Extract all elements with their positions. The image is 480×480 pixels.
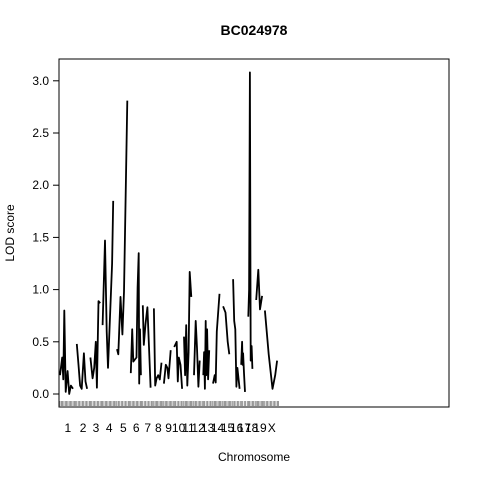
- chromosome-label: 2: [80, 421, 87, 435]
- chromosome-label: 17: [238, 421, 252, 435]
- chart-title: BC024978: [221, 22, 288, 38]
- y-tick-label: 1.0: [32, 283, 49, 297]
- lod-segment: [173, 340, 183, 389]
- lod-segment: [202, 319, 211, 390]
- chromosome-label: 3: [93, 421, 100, 435]
- plot-frame: [58, 58, 450, 408]
- lod-segment: [153, 308, 163, 387]
- chromosome-label: 13: [201, 421, 215, 435]
- chromosome-label: 11: [182, 421, 195, 435]
- lod-segment: [183, 270, 193, 387]
- y-tick-label: 3.0: [32, 74, 49, 88]
- y-tick-label: 0.5: [32, 335, 49, 349]
- chromosome-label: 5: [120, 421, 127, 435]
- lod-segment: [59, 309, 74, 395]
- chromosome-label: 4: [106, 421, 113, 435]
- lod-segment: [232, 279, 241, 389]
- lod-segment: [255, 268, 263, 311]
- chromosome-label: 9: [165, 421, 172, 435]
- lod-segment: [141, 305, 152, 388]
- lod-segment: [240, 340, 246, 392]
- chromosome-label: 19: [253, 421, 267, 435]
- chromosome-label: X: [268, 421, 276, 435]
- chromosome-label: 12: [191, 421, 205, 435]
- lod-segment: [89, 300, 101, 389]
- chromosome-label: 1: [65, 421, 72, 435]
- y-axis-label: LOD score: [3, 204, 17, 262]
- lod-segment: [116, 100, 129, 356]
- y-tick-label: 1.5: [32, 230, 49, 244]
- y-axis: 0.0 0.5 1.0 1.5 2.0 2.5 3.0: [32, 74, 60, 401]
- chromosome-label: 14: [211, 421, 225, 435]
- lod-segment: [101, 200, 115, 369]
- lod-curves: [59, 71, 278, 395]
- lod-segment: [247, 71, 254, 369]
- chromosome-label: 8: [155, 421, 162, 435]
- chromosome-label: 6: [133, 421, 140, 435]
- x-axis-label: Chromosome: [218, 450, 290, 464]
- marker-rug: [59, 401, 279, 406]
- y-tick-label: 2.5: [32, 126, 49, 140]
- lod-segment: [264, 310, 278, 390]
- chromosome-label: 7: [144, 421, 151, 435]
- chromosome-label: 16: [230, 421, 244, 435]
- chromosome-label: 18: [245, 421, 259, 435]
- lod-segment: [222, 305, 231, 355]
- lod-segment: [212, 293, 221, 384]
- chromosome-label: 10: [172, 421, 186, 435]
- lod-segment: [75, 343, 88, 390]
- lod-segment: [163, 350, 172, 384]
- chromosome-label: 15: [221, 421, 235, 435]
- y-tick-label: 2.0: [32, 178, 49, 192]
- lod-segment: [193, 319, 201, 388]
- y-tick-label: 0.0: [32, 387, 49, 401]
- lod-segment: [129, 252, 142, 385]
